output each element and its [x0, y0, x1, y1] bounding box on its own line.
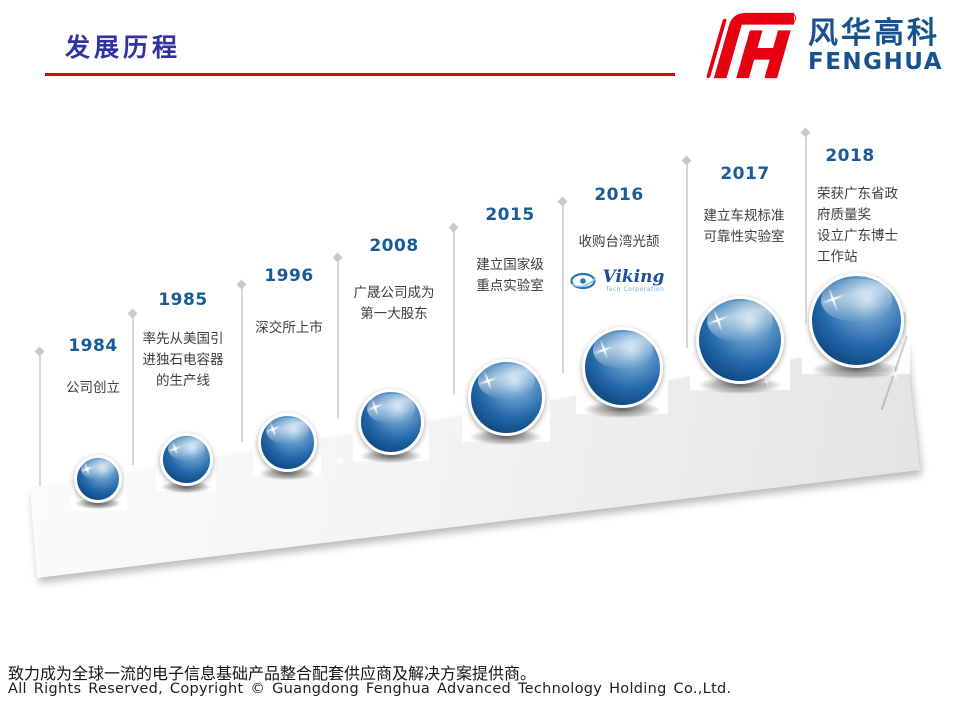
viking-subtext: Tech Corporation [605, 286, 665, 293]
sphere-shadow [812, 360, 900, 379]
milestone-sphere-2017 [696, 296, 784, 384]
fenghua-logo: ® 风华高科 FENGHUA [698, 10, 943, 82]
milestone-sphere-2018 [809, 273, 904, 368]
sparkle-icon [264, 420, 283, 439]
sparkle-icon [817, 283, 849, 315]
footer-copyright: All Rights Reserved, Copyright © Guangdo… [8, 681, 732, 697]
sparkle-icon [365, 397, 387, 419]
milestone-sphere-2016 [582, 327, 663, 408]
sphere-shadow [584, 401, 660, 418]
timeline-year: 1996 [264, 266, 314, 286]
sphere-shadow [161, 481, 211, 493]
sphere-shadow [470, 429, 542, 445]
logo-name-en: FENGHUA [808, 48, 944, 75]
timeline-description: 率先从美国引 进独石电容器 的生产线 [142, 331, 224, 389]
sparkle-icon [80, 461, 95, 476]
viking-name: Viking [602, 267, 665, 287]
page-title: 发展历程 [65, 33, 182, 62]
sparkle-icon [704, 306, 733, 335]
timeline-description: 收购台湾光颉 [578, 234, 660, 250]
timeline-description: 深交所上市 [255, 320, 323, 336]
timeline-connector-line [800, 127, 810, 324]
timeline-connector-line [34, 346, 44, 486]
timeline-year: 2016 [594, 185, 644, 205]
sphere-shadow [259, 467, 315, 480]
title-underline [45, 73, 675, 76]
timeline-description: 公司创立 [66, 380, 120, 396]
milestone-sphere-2008 [358, 389, 424, 455]
logo-text: 风华高科 FENGHUA [808, 15, 944, 75]
viking-logo-text: Viking Tech Corporation [603, 269, 665, 293]
timeline-description: 广晟公司成为 第一大股东 [353, 285, 435, 322]
sparkle-icon [475, 368, 500, 393]
footer-slogan: 致力成为全球一流的电子信息基础产品整合配套供应商及解决方案提供商。 [8, 664, 537, 683]
timeline-year: 2015 [485, 205, 535, 225]
timeline-description: 建立国家级 重点实验室 [476, 257, 544, 294]
milestone-sphere-1996 [258, 413, 317, 472]
sparkle-icon [590, 336, 617, 363]
fenghua-logo-mark: ® [698, 10, 801, 82]
timeline-connector-line [127, 308, 137, 465]
timeline-year: 1985 [158, 290, 208, 310]
milestone-sphere-2015 [468, 359, 545, 436]
timeline-year: 2008 [369, 236, 419, 256]
timeline-connector-line [448, 222, 458, 395]
logo-name-cn: 风华高科 [808, 15, 940, 51]
timeline-connector-line [557, 196, 567, 373]
registered-mark: ® [785, 12, 798, 27]
viking-eye-icon [569, 272, 597, 290]
timeline-connector-line [332, 252, 342, 419]
timeline-year: 1984 [68, 336, 118, 356]
fh-monogram-icon [706, 12, 801, 79]
timeline-year: 2018 [825, 146, 875, 166]
milestone-sphere-1984 [74, 455, 122, 503]
viking-logo: Viking Tech Corporation [565, 269, 669, 293]
timeline-connector-line [681, 155, 691, 348]
timeline-connector-line [236, 279, 246, 442]
timeline-description: 荣获广东省政 府质量奖 设立广东博士 工作站 [817, 186, 898, 265]
sphere-shadow [360, 449, 422, 463]
sphere-shadow [75, 498, 121, 509]
sparkle-icon [166, 440, 183, 457]
milestone-sphere-1985 [160, 433, 213, 486]
timeline-year: 2017 [720, 164, 770, 184]
timeline-description: 建立车规标准 可靠性实验室 [703, 208, 785, 245]
